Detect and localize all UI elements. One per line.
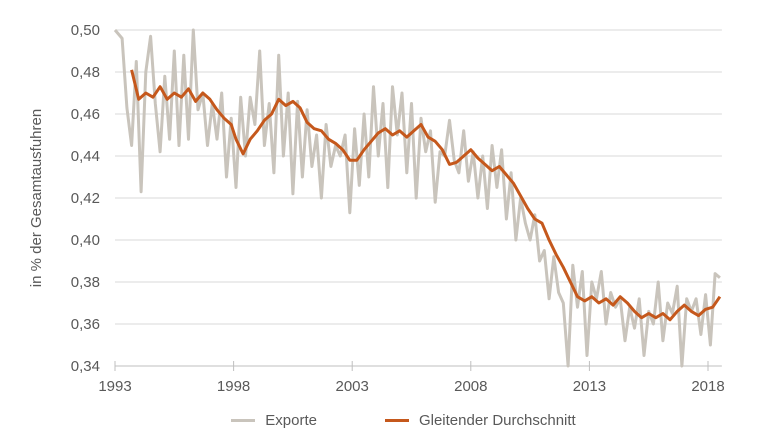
y-tick-label: 0,38 xyxy=(71,274,100,291)
legend-swatch-exporte xyxy=(231,419,256,422)
legend-label-moving-average: Gleitender Durchschnitt xyxy=(418,412,576,429)
y-tick-label: 0,48 xyxy=(71,64,100,81)
y-tick-label: 0,34 xyxy=(71,358,100,375)
moving-average-line xyxy=(130,69,722,322)
y-axis-title: in % der Gesamtausfuhren xyxy=(28,109,45,287)
x-tick-label: 1993 xyxy=(98,378,131,395)
x-tick-label: 2003 xyxy=(336,378,369,395)
y-tick-label: 0,50 xyxy=(71,22,100,39)
legend-item-exporte: Exporte xyxy=(191,412,317,429)
x-tick-label: 2013 xyxy=(573,378,606,395)
y-axis-ticks: 0,34 0,36 0,38 0,40 0,42 0,44 0,46 0,48 0,50 xyxy=(71,22,100,375)
y-tick-label: 0,46 xyxy=(71,106,100,123)
x-tick-label: 1998 xyxy=(217,378,250,395)
x-tick-label: 2008 xyxy=(454,378,487,395)
x-tick-label: 2018 xyxy=(691,378,724,395)
y-tick-label: 0,36 xyxy=(71,316,100,333)
x-axis: 1993 1998 2003 2008 2013 2018 xyxy=(98,361,725,395)
y-tick-label: 0,42 xyxy=(71,190,100,207)
legend: Exporte Gleitender Durchschnitt xyxy=(0,412,767,429)
y-tick-label: 0,44 xyxy=(71,148,100,165)
legend-label-exporte: Exporte xyxy=(265,412,317,429)
legend-item-moving-average: Gleitender Durchschnitt xyxy=(345,412,576,429)
y-tick-label: 0,40 xyxy=(71,232,100,249)
exporte-line xyxy=(113,28,721,368)
legend-swatch-moving-average xyxy=(384,419,409,422)
